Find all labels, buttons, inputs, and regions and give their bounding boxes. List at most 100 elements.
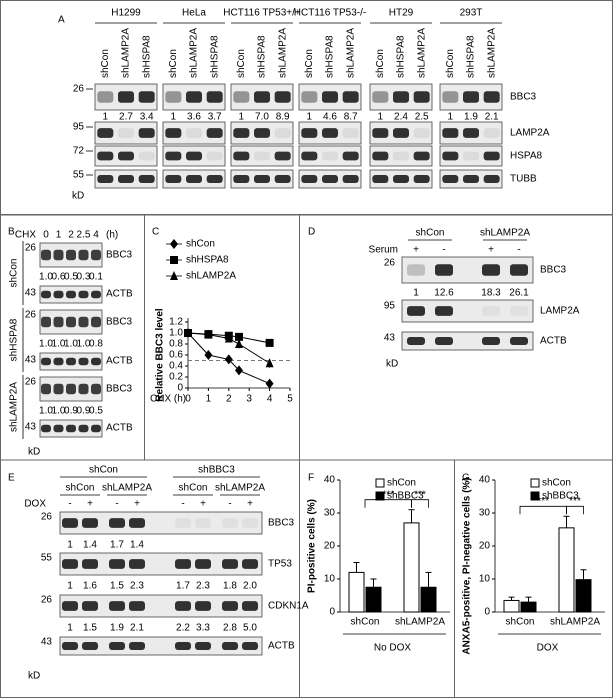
quant-label: 1 <box>378 112 384 123</box>
legend-swatch <box>530 478 540 488</box>
mw-label: 55 <box>41 553 53 564</box>
blot <box>230 145 294 167</box>
y-tick-label: 0.4 <box>169 361 183 372</box>
lane-label: shLAMP2A <box>121 28 132 78</box>
unit-label: kD <box>386 359 398 370</box>
lane-label: shLAMP2A <box>277 28 288 78</box>
lane-label: shHSPA8 <box>466 35 477 78</box>
cell-line-label: HCT116 TP53-/- <box>294 8 366 19</box>
row-label: ACTB <box>540 336 567 347</box>
mw-label: 43 <box>25 422 37 433</box>
marker <box>265 378 274 389</box>
band <box>62 601 78 611</box>
subgroup-label: shCon <box>179 483 208 494</box>
quant-label: 1 <box>413 288 419 299</box>
time-label: 2 <box>68 230 74 241</box>
y-tick-label: 30 <box>479 508 491 519</box>
band <box>442 175 459 183</box>
band <box>242 559 258 569</box>
quant-label: 1.0 <box>39 406 53 417</box>
lane-label: shLAMP2A <box>345 28 356 78</box>
quant-label: 2.7 <box>119 112 133 123</box>
quant-label: 0.8 <box>89 339 103 350</box>
y-tick-label: 10 <box>479 574 491 585</box>
quant-label: 1.0 <box>52 406 66 417</box>
lane-label: shCon <box>445 49 456 78</box>
band <box>91 290 101 299</box>
time-unit: (h) <box>106 230 118 241</box>
band <box>393 151 409 161</box>
band <box>206 128 223 138</box>
mw-label: 26 <box>25 243 37 254</box>
band <box>483 91 500 103</box>
cell-line-label: H1299 <box>111 8 141 19</box>
band <box>118 175 134 183</box>
y-tick-label: 10 <box>324 574 336 585</box>
lane-label: shHSPA8 <box>209 35 220 78</box>
sign-label: - <box>181 499 184 510</box>
band <box>175 559 191 569</box>
legend-swatch <box>375 478 385 488</box>
lane-label: shHSPA8 <box>396 35 407 78</box>
y-axis-label: ANXA5-positive, PI-negative cells (%) <box>462 477 473 654</box>
quant-label: 1 <box>103 112 109 123</box>
marker <box>170 239 178 249</box>
band <box>233 128 250 138</box>
band <box>41 424 51 433</box>
sign-label: + <box>413 245 419 256</box>
blot <box>59 552 263 576</box>
mw-label: 26 <box>384 258 396 269</box>
band <box>78 249 89 261</box>
band <box>393 128 409 138</box>
quant-label: 3.7 <box>208 112 222 123</box>
significance-label: *** <box>382 489 394 500</box>
band <box>274 128 291 138</box>
band <box>322 128 338 138</box>
quant-label: 1.0 <box>77 339 91 350</box>
y-tick-label: 1.2 <box>169 317 183 328</box>
cell-line-label: HeLa <box>182 8 206 19</box>
legend-swatch <box>530 491 540 501</box>
band <box>242 518 258 528</box>
treatment-label: DOX <box>24 499 46 510</box>
band <box>118 128 134 138</box>
lane-label: shHSPA8 <box>141 35 152 78</box>
band <box>222 518 238 528</box>
band <box>66 383 76 395</box>
band <box>97 175 114 183</box>
group-label: DOX <box>537 643 559 654</box>
y-tick-label: 0 <box>329 607 335 618</box>
time-label: 4 <box>93 230 99 241</box>
band <box>118 91 134 103</box>
cell-line-label: HCT116 TP53+/+ <box>223 8 301 19</box>
marker <box>235 332 243 341</box>
blot <box>401 331 534 351</box>
lane-label: shHSPA8 <box>257 35 268 78</box>
band <box>62 559 78 569</box>
quant-label: 0.3 <box>77 272 91 283</box>
band <box>186 175 202 183</box>
band <box>222 559 238 569</box>
sign-label: + <box>488 245 494 256</box>
mw-label: 26 <box>25 310 37 321</box>
blot <box>59 511 263 535</box>
row-label: ACTB <box>106 289 133 300</box>
band <box>407 264 425 276</box>
marker <box>204 350 213 360</box>
quant-label: 4.6 <box>323 112 337 123</box>
quant-label: 1 <box>448 112 454 123</box>
group-label: No DOX <box>374 643 412 654</box>
band <box>97 151 114 161</box>
band <box>66 424 76 433</box>
band <box>41 290 51 299</box>
legend-label: shCon <box>542 478 571 489</box>
time-label: 2.5 <box>77 230 91 241</box>
band <box>53 424 64 433</box>
band <box>91 383 101 395</box>
treatment-label: Serum <box>369 245 398 256</box>
band <box>109 518 125 528</box>
row-label: ACTB <box>268 641 295 652</box>
band <box>91 357 101 366</box>
band <box>483 151 500 161</box>
panel-letter: E <box>8 473 15 484</box>
